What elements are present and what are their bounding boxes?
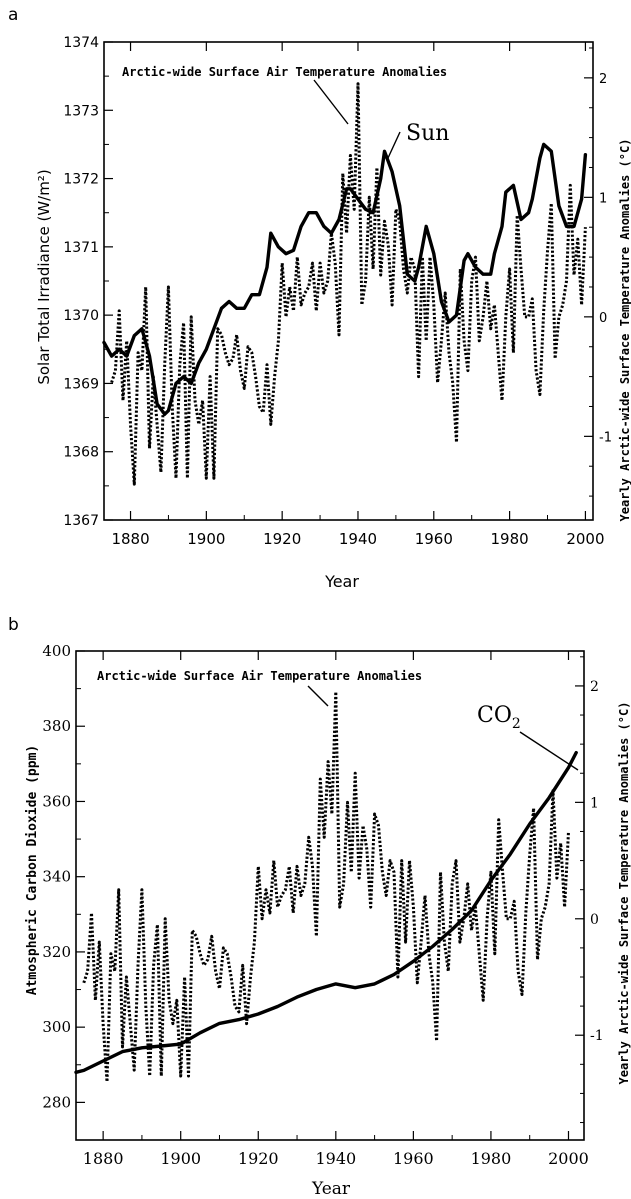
panel-b-y2label: Yearly Arctic-wide Surface Temperature A… (617, 702, 631, 1085)
panel-b-x-tick-label: 1880 (83, 1149, 124, 1168)
panel-a-y-tick-label: 1373 (63, 103, 99, 119)
panel-a-y-tick-label: 1369 (63, 376, 99, 392)
panel-a-y2-tick-label: -1 (599, 430, 612, 445)
panel-a-y-tick-label: 1370 (63, 308, 99, 324)
panel-b-y2-tick-label: 2 (590, 679, 599, 695)
panel-a-y-tick-label: 1371 (63, 240, 99, 256)
panel-b-xlabel: Year (311, 1179, 351, 1199)
panel-b-temperature-series-line (82, 690, 570, 1084)
panel-a-ylabel: Solar Total Irradiance (W/m²) (35, 169, 53, 384)
panel-b-temp-annotation: Arctic-wide Surface Air Temperature Anom… (97, 669, 422, 683)
panel-a-xlabel: Year (324, 572, 359, 591)
panel-b-y2-tick-label: 0 (590, 912, 599, 928)
panel-b-x-tick-label: 1900 (160, 1149, 201, 1168)
panel-a-sun-annotation: Sun (406, 121, 449, 146)
panel-a-y2-tick-label: 1 (599, 191, 607, 206)
panel-a-y-tick-label: 1367 (63, 513, 99, 529)
panel-b-x-tick-label: 1940 (315, 1149, 356, 1168)
panel-b-temperature-leader-line (307, 685, 329, 707)
panel-b-driver-series-line (74, 750, 578, 1075)
panel-b-ylabel: Atmospheric Carbon Dioxide (ppm) (25, 745, 40, 995)
panel-a-y-tick-label: 1372 (63, 172, 99, 188)
panel-a-x-tick-label: 1980 (491, 530, 529, 548)
panel-b-y2-tick-label: 1 (590, 795, 599, 811)
panel-b-plot-frame (75, 650, 585, 1141)
panel-a-y2-tick-label: 0 (599, 311, 607, 326)
panel-b-x-tick-label: 1960 (393, 1149, 434, 1168)
panel-b-y-tick-label: 320 (42, 943, 71, 961)
panel-a-temp-annotation: Arctic-wide Surface Air Temperature Anom… (122, 65, 447, 79)
panel-a-y2label: Yearly Arctic-wide Surface Temperature A… (618, 139, 631, 522)
panel-b-co2-annotation: CO2 (477, 703, 521, 732)
panel-a-x-tick-label: 1900 (187, 530, 225, 548)
panel-b-driver-leader-line (519, 731, 579, 771)
panel-a-x-tick-label: 1940 (339, 530, 377, 548)
panel-b-y-tick-label: 340 (42, 868, 71, 886)
panel-a-temperature-series-line (110, 82, 587, 486)
panel-a-x-tick-label: 2000 (566, 530, 604, 548)
panel-b-x-tick-label: 2000 (548, 1149, 589, 1168)
co2-main-text: CO (477, 703, 512, 728)
panel-a-y-tick-label: 1374 (63, 35, 99, 51)
panel-a-driver-series-line (102, 142, 588, 416)
panel-b-y-tick-label: 300 (42, 1018, 71, 1036)
panel-a-driver-leader-line (387, 131, 401, 159)
panel-b-y-tick-label: 280 (42, 1093, 71, 1111)
panel-b-y-tick-label: 380 (42, 717, 71, 735)
panel-a-label: a (8, 5, 18, 25)
panel-b-y-tick-label: 400 (42, 642, 71, 660)
panel-a-x-tick-label: 1960 (415, 530, 453, 548)
panel-b-y2-tick-label: -1 (590, 1028, 604, 1044)
panel-a-x-tick-label: 1880 (111, 530, 149, 548)
panel-a-plot-frame (103, 41, 594, 521)
panel-a-y2-tick-label: 2 (599, 72, 607, 87)
panel-a-temperature-leader-line (313, 79, 349, 125)
panel-b-label: b (8, 615, 19, 635)
panel-b-x-tick-label: 1920 (238, 1149, 279, 1168)
panel-a-x-tick-label: 1920 (263, 530, 301, 548)
panel-b-x-tick-label: 1980 (471, 1149, 512, 1168)
panel-a-y-tick-label: 1368 (63, 445, 99, 461)
panel-b-y-tick-label: 360 (42, 792, 71, 810)
co2-subscript: 2 (512, 716, 521, 732)
